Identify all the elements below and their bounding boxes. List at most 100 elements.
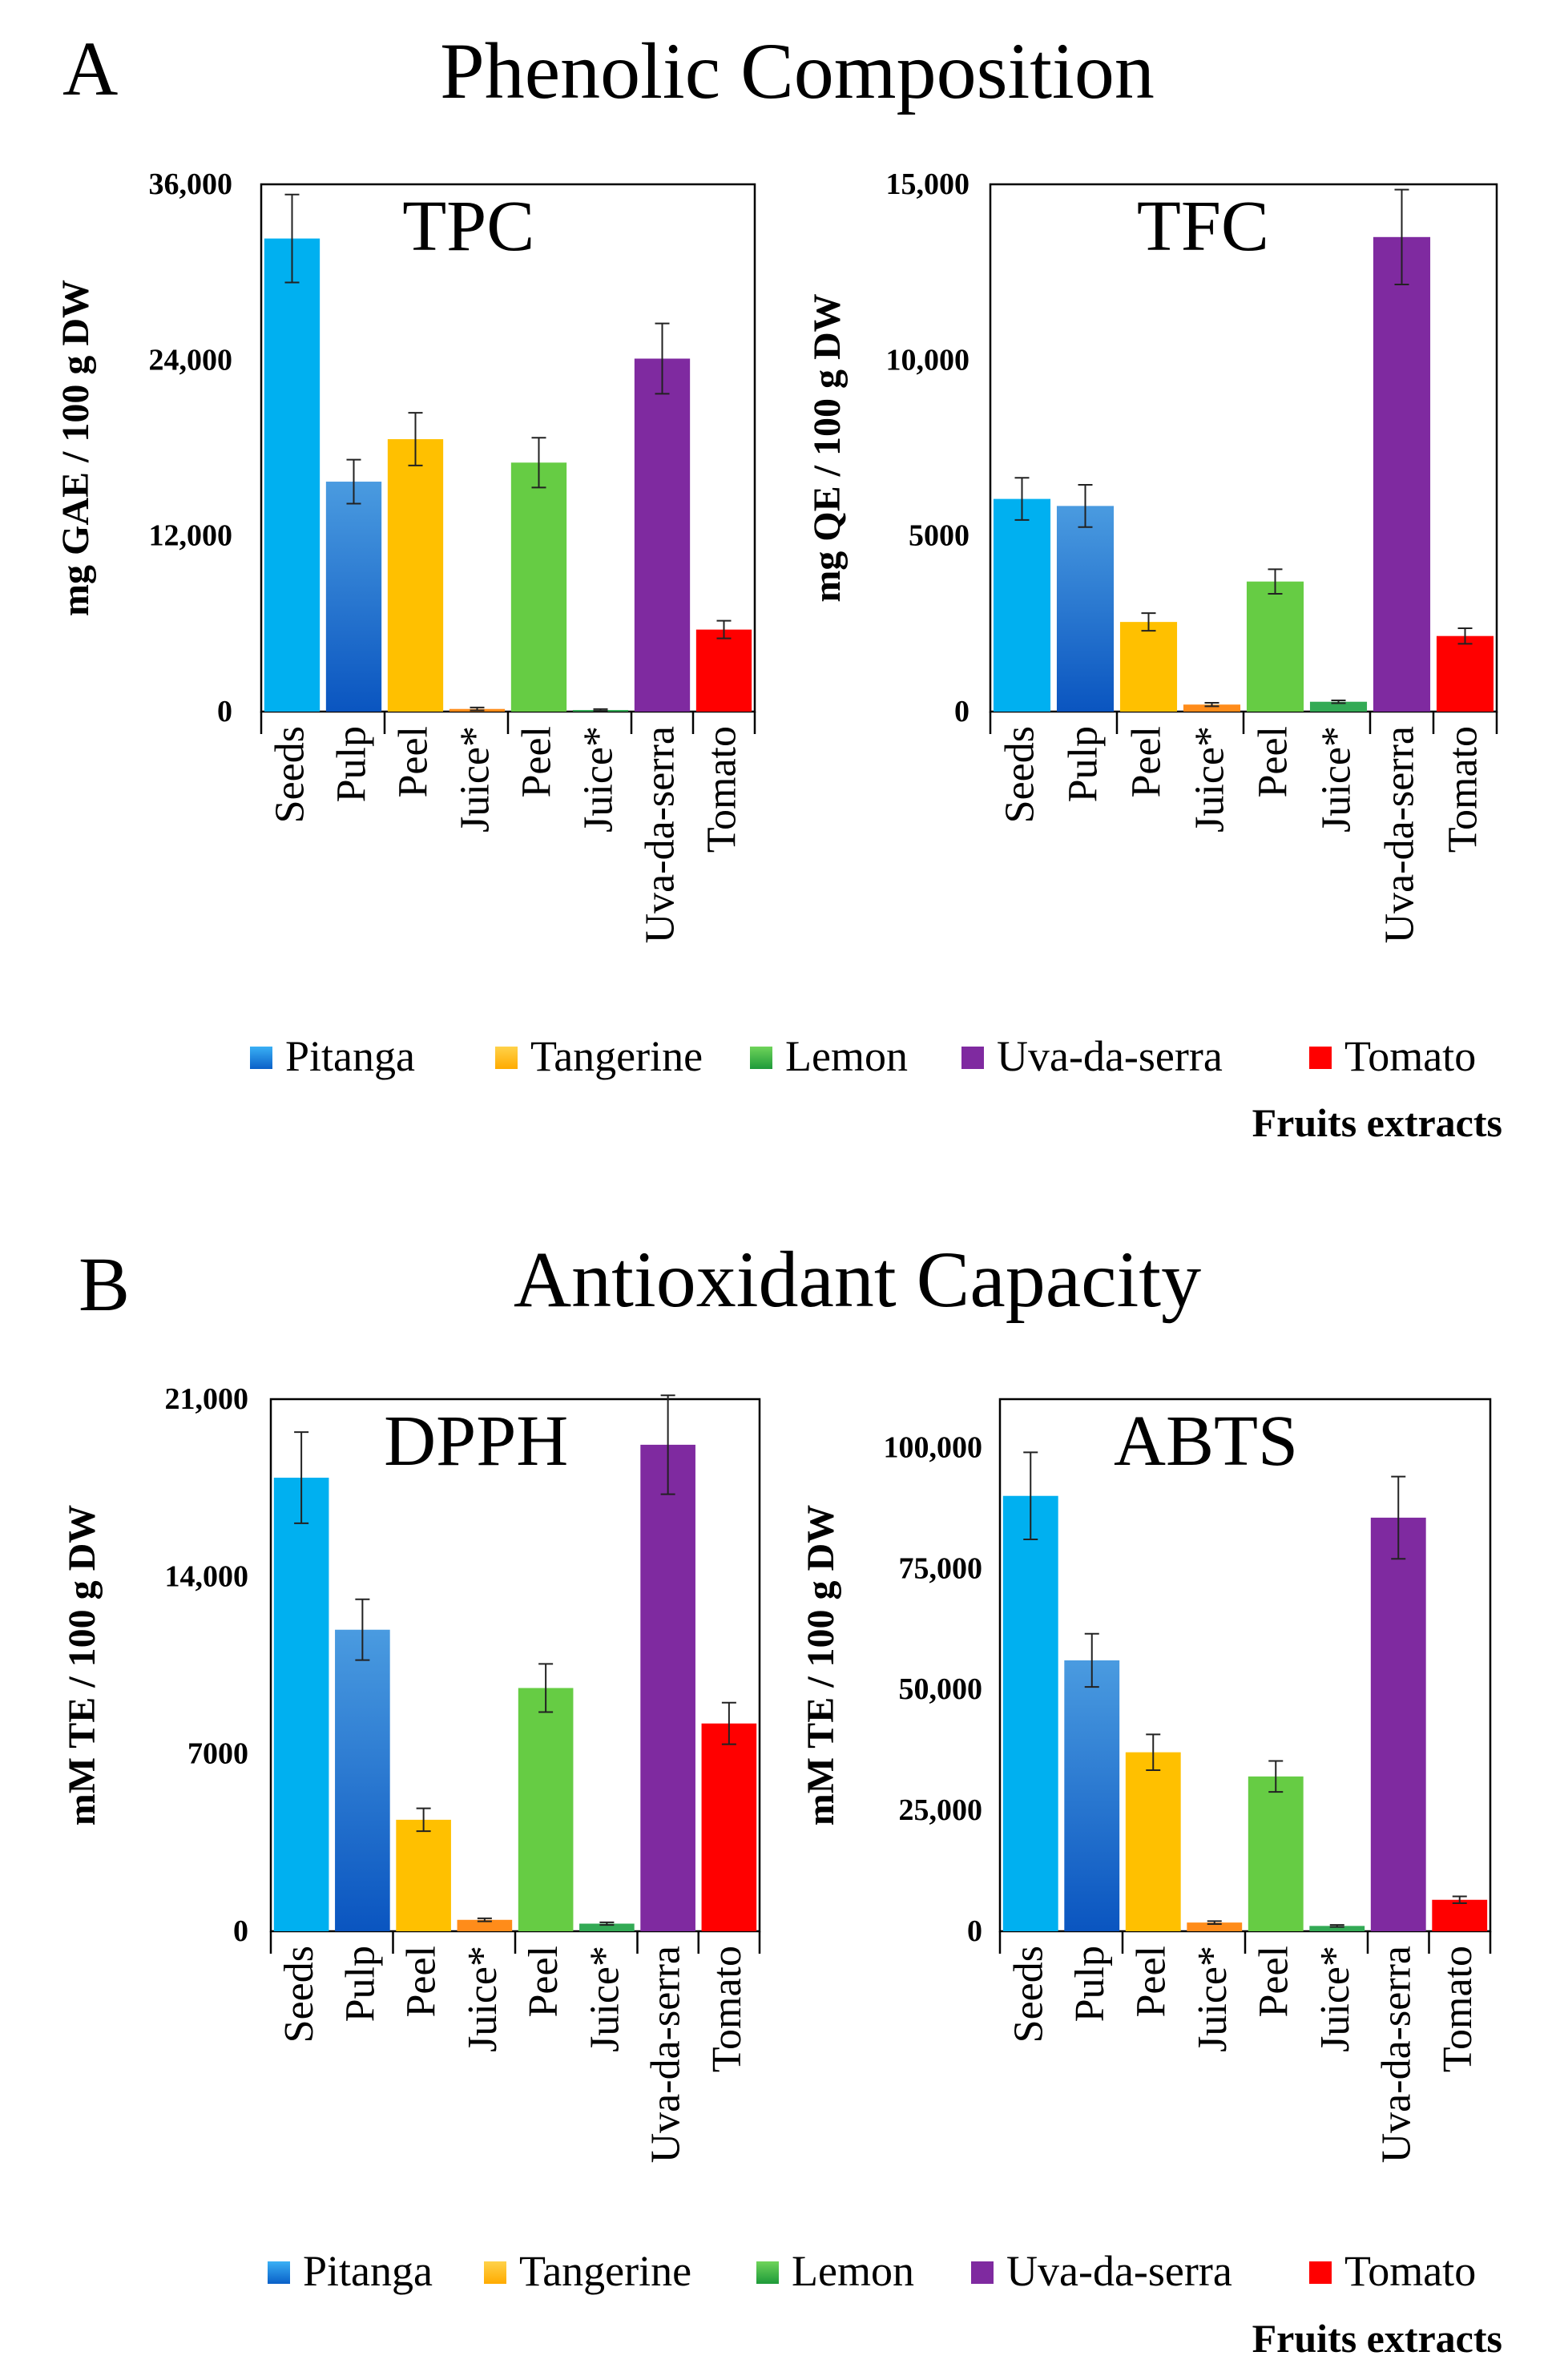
tfc-chart-title: TFC <box>1137 187 1269 266</box>
abts-chart: 0 25,000 50,000 75,000 100,000 mM TE / 100 g … <box>800 1398 1492 2163</box>
tpc-ytick-label: 24,000 <box>149 343 233 377</box>
legend-b-pitanga-swatch <box>268 2261 290 2284</box>
dpph-ytick-label: 21,000 <box>165 1382 249 1416</box>
dpph-bar-juice-3 <box>457 1919 513 1931</box>
abts-x-label-juice: Juice* <box>1312 1946 1358 2052</box>
dpph-bar-juice-5 <box>579 1923 635 1931</box>
tfc-bar-juice-3 <box>1183 704 1241 712</box>
tfc-bar-peel-2 <box>1119 622 1178 712</box>
tfc-y-axis-label: mg QE / 100 g DW <box>806 293 849 602</box>
tpc-bar-pulp-1 <box>325 482 382 712</box>
legend-b-tangerine-label: Tangerine <box>519 2247 691 2295</box>
abts-x-label-peel: Peel <box>1128 1946 1174 2018</box>
tpc-x-label-pulp: Pulp <box>329 726 375 802</box>
dpph-bar-seeds-0 <box>273 1478 329 1931</box>
abts-x-label-juice: Juice* <box>1190 1946 1236 2052</box>
tpc-chart: 0 12,000 24,000 36,000 mg GAE / 100 g DW Seed… <box>54 167 756 943</box>
tpc-x-label-juice: Juice* <box>453 726 498 833</box>
dpph-x-label-seeds: Seeds <box>276 1946 322 2043</box>
tfc-x-label-pulp: Pulp <box>1061 726 1107 802</box>
tpc-x-label-tomato: Tomato <box>699 726 745 853</box>
legend-b-tomato-swatch <box>1309 2261 1332 2284</box>
dpph-bar-peel-4 <box>518 1688 574 1931</box>
dpph-x-label-peel: Peel <box>521 1946 566 2018</box>
tfc-bar-uva-da-serra-6 <box>1373 236 1431 712</box>
dpph-ytick-label: 14,000 <box>165 1559 249 1593</box>
tfc-x-label-tomato: Tomato <box>1441 726 1486 853</box>
tpc-y-axis-label: mg GAE / 100 g DW <box>54 280 97 616</box>
dpph-x-label-tomato: Tomato <box>704 1946 750 2072</box>
abts-y-axis-label: mM TE / 100 g DW <box>800 1505 842 1825</box>
abts-bar-pulp-1 <box>1064 1660 1120 1931</box>
legend-a-uva-label: Uva-da-serra <box>997 1032 1223 1080</box>
tfc-bar-tomato-7 <box>1436 635 1494 712</box>
legend-b-lemon-swatch <box>756 2261 779 2284</box>
legend-a-uva-swatch <box>961 1047 984 1069</box>
dpph-x-label-juice: Juice* <box>460 1946 506 2052</box>
legend-b-tomato-label: Tomato <box>1344 2247 1476 2295</box>
tpc-ytick-label: 0 <box>217 695 232 728</box>
tfc-ytick-label: 5000 <box>909 519 969 553</box>
dpph-ytick-label: 0 <box>233 1914 248 1948</box>
abts-ytick-label: 100,000 <box>884 1430 983 1464</box>
tpc-ytick-label: 36,000 <box>149 167 233 201</box>
tfc-ytick-label: 0 <box>954 695 969 728</box>
legend-a-tomato-swatch <box>1309 1047 1332 1069</box>
tpc-x-label-uva-da-serra: Uva-da-serra <box>638 726 683 943</box>
legend-b-lemon-label: Lemon <box>792 2247 914 2295</box>
tfc-x-label-seeds: Seeds <box>998 726 1043 823</box>
tfc-chart: 0 5000 10,000 15,000 mg QE / 100 g DW Seeds Pu… <box>806 167 1498 943</box>
tpc-bar-peel-2 <box>387 439 444 712</box>
tfc-bar-seeds-0 <box>993 498 1051 712</box>
abts-bar-peel-2 <box>1125 1752 1181 1931</box>
legend-a-tomato-label: Tomato <box>1344 1032 1476 1080</box>
tpc-bar-seeds-0 <box>264 238 320 712</box>
tfc-x-label-uva-da-serra: Uva-da-serra <box>1377 726 1423 943</box>
dpph-x-label-uva-da-serra: Uva-da-serra <box>643 1946 689 2163</box>
tpc-bar-tomato-7 <box>695 629 752 712</box>
dpph-y-axis-label: mM TE / 100 g DW <box>61 1505 103 1825</box>
tpc-x-label-peel: Peel <box>514 726 560 798</box>
tfc-bar-peel-4 <box>1246 581 1304 712</box>
tpc-bar-peel-4 <box>510 462 567 712</box>
dpph-x-label-juice: Juice* <box>582 1946 627 2052</box>
tfc-bar-juice-5 <box>1309 701 1368 712</box>
dpph-chart: 0 7000 14,000 21,000 mM TE / 100 g DW Seeds Pu… <box>61 1382 761 2163</box>
dpph-bar-uva-da-serra-6 <box>640 1444 695 1931</box>
tfc-x-label-peel: Peel <box>1251 726 1296 798</box>
panel-a-letter: A <box>62 26 118 111</box>
abts-chart-title: ABTS <box>1114 1402 1298 1481</box>
tpc-bar-uva-da-serra-6 <box>634 358 691 712</box>
legend-a-tangerine-swatch <box>495 1047 518 1069</box>
abts-bar-peel-4 <box>1248 1776 1304 1931</box>
dpph-chart-title: DPPH <box>384 1402 568 1481</box>
tpc-x-label-seeds: Seeds <box>268 726 313 823</box>
dpph-bar-pulp-1 <box>335 1629 390 1931</box>
tpc-chart-title: TPC <box>402 187 534 266</box>
legend-b-uva-label: Uva-da-serra <box>1006 2247 1232 2295</box>
tfc-x-label-juice: Juice* <box>1314 726 1360 833</box>
tfc-x-label-peel: Peel <box>1124 726 1170 798</box>
legend-a-pitanga-swatch <box>250 1047 272 1069</box>
tfc-bar-pulp-1 <box>1056 506 1115 712</box>
tfc-ytick-label: 15,000 <box>886 167 970 201</box>
dpph-bar-peel-2 <box>396 1819 451 1931</box>
legend-a: Pitanga Tangerine Lemon Uva-da-serra Tom… <box>250 1032 1476 1080</box>
legend-a-lemon-swatch <box>750 1047 772 1069</box>
abts-x-label-pulp: Pulp <box>1067 1946 1113 2022</box>
legend-b-uva-swatch <box>971 2261 994 2284</box>
abts-bar-juice-3 <box>1187 1922 1243 1931</box>
tfc-x-label-juice: Juice* <box>1187 726 1233 833</box>
abts-bar-tomato-7 <box>1432 1899 1488 1931</box>
panel-b-letter: B <box>79 1241 130 1327</box>
legend-b-tangerine-swatch <box>484 2261 506 2284</box>
panel-b-footer: Fruits extracts <box>1252 2316 1502 2361</box>
dpph-x-label-peel: Peel <box>399 1946 445 2018</box>
tpc-x-label-peel: Peel <box>391 726 437 798</box>
abts-x-label-seeds: Seeds <box>1006 1946 1051 2043</box>
abts-ytick-label: 50,000 <box>899 1672 983 1706</box>
abts-x-label-tomato: Tomato <box>1435 1946 1481 2072</box>
abts-ytick-label: 75,000 <box>899 1551 983 1585</box>
legend-a-pitanga-label: Pitanga <box>285 1032 415 1080</box>
